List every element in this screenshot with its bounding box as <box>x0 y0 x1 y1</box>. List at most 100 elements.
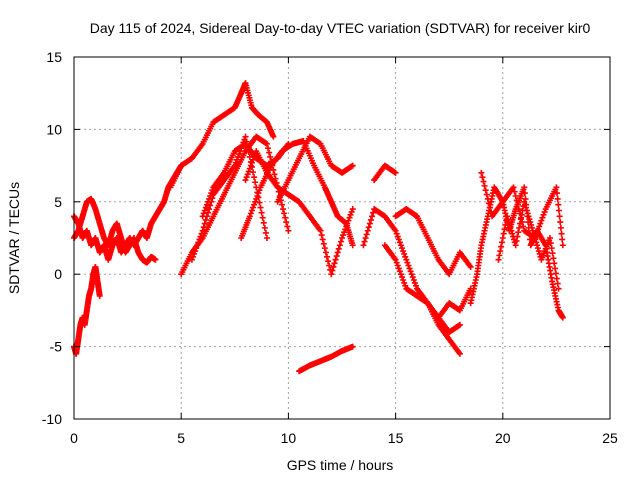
data-point <box>405 262 412 269</box>
data-point <box>282 214 289 221</box>
data-point <box>557 219 564 226</box>
data-point <box>346 214 353 221</box>
data-point <box>263 140 270 147</box>
data-point <box>257 204 264 211</box>
x-axis-label: GPS time / hours <box>287 457 394 473</box>
data-point <box>540 211 547 218</box>
data-point <box>556 213 563 220</box>
data-point <box>202 204 209 211</box>
data-point <box>403 256 410 263</box>
data-point <box>200 224 207 231</box>
data-point <box>404 259 411 266</box>
data-point <box>392 169 399 176</box>
data-point <box>496 252 503 259</box>
data-point <box>559 314 566 321</box>
data-point <box>349 242 356 249</box>
data-point <box>528 224 535 231</box>
data-point <box>251 174 258 181</box>
x-tick-label: 25 <box>602 430 618 446</box>
data-point <box>406 265 413 272</box>
data-point <box>336 242 343 249</box>
data-point <box>396 268 403 275</box>
data-point <box>251 153 258 160</box>
data-point <box>534 229 541 236</box>
data-point <box>523 207 530 214</box>
x-tick-label: 10 <box>281 430 297 446</box>
data-point <box>497 248 504 255</box>
data-point <box>541 208 548 215</box>
data-point <box>330 263 337 270</box>
data-point <box>400 248 407 255</box>
data-point <box>528 221 535 228</box>
data-point <box>498 239 505 246</box>
data-point <box>401 279 408 286</box>
data-point <box>483 191 490 198</box>
data-point <box>267 153 274 160</box>
data-point <box>200 210 207 217</box>
data-point <box>395 265 402 272</box>
data-point <box>505 219 512 226</box>
data-point <box>281 210 288 217</box>
data-point <box>344 220 351 227</box>
data-point <box>364 227 371 234</box>
data-point <box>270 133 277 140</box>
data-point <box>410 276 417 283</box>
data-point <box>325 258 332 265</box>
y-tick-label: -10 <box>42 411 62 427</box>
data-point <box>201 220 208 227</box>
data-point <box>231 162 238 169</box>
data-point <box>193 245 200 252</box>
data-point <box>337 238 344 245</box>
series-sat-13 <box>371 162 399 184</box>
data-point <box>500 230 507 237</box>
data-point <box>559 242 566 249</box>
data-point <box>539 214 546 221</box>
data-point <box>533 239 540 246</box>
data-point <box>360 242 367 249</box>
series-sat-12 <box>360 206 463 357</box>
data-point <box>318 232 325 239</box>
x-tick-label: 15 <box>388 430 404 446</box>
data-point <box>201 207 208 214</box>
data-point <box>400 276 407 283</box>
series-sat-19 <box>495 198 562 292</box>
data-point <box>363 231 370 238</box>
series-sat-14 <box>381 242 463 336</box>
data-point <box>393 259 400 266</box>
data-point <box>323 253 330 260</box>
data-point <box>246 213 253 220</box>
data-point <box>205 198 211 205</box>
data-point <box>535 226 542 233</box>
data-point <box>242 177 249 184</box>
data-point <box>514 233 521 240</box>
x-tick-label: 20 <box>495 430 511 446</box>
data-point <box>401 250 408 257</box>
data-point <box>408 271 415 278</box>
data-point <box>559 236 566 243</box>
data-point <box>456 350 463 357</box>
data-point <box>369 213 376 220</box>
data-point <box>529 227 536 234</box>
data-point <box>343 223 350 230</box>
data-point <box>531 233 538 240</box>
data-point <box>534 242 541 249</box>
data-point <box>554 195 561 202</box>
data-point <box>555 285 562 292</box>
data-point <box>209 187 216 194</box>
data-point <box>250 156 257 163</box>
data-point <box>394 262 401 269</box>
axis-ticks: 0 5 10 15 20 25 -10 -5 0 5 10 15 <box>42 49 618 446</box>
data-point <box>232 159 239 166</box>
data-point <box>557 224 564 231</box>
data-point <box>512 193 519 200</box>
data-point <box>366 220 373 227</box>
data-point <box>341 229 348 236</box>
data-point <box>399 274 406 281</box>
data-point <box>552 270 559 277</box>
data-point <box>478 169 485 176</box>
data-point <box>534 245 541 252</box>
data-point <box>243 174 250 181</box>
data-point <box>194 242 201 249</box>
data-point <box>278 201 285 208</box>
